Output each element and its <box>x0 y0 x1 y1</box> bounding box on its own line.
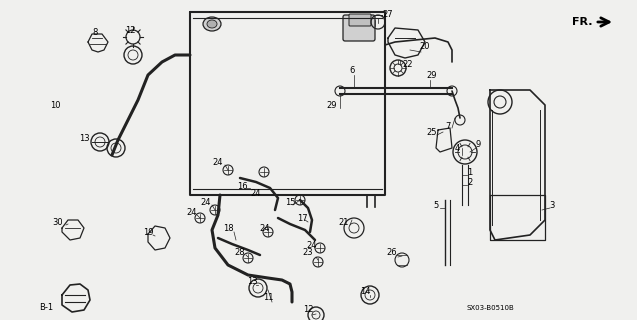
Text: 13: 13 <box>247 277 257 286</box>
Text: 24: 24 <box>187 207 197 217</box>
Text: 15: 15 <box>285 197 296 206</box>
Text: 24: 24 <box>307 241 317 250</box>
Text: 3: 3 <box>549 201 555 210</box>
Text: 7: 7 <box>445 122 451 131</box>
Text: 29: 29 <box>427 70 437 79</box>
Text: 11: 11 <box>262 293 273 302</box>
Text: 23: 23 <box>303 247 313 257</box>
Text: 21: 21 <box>339 218 349 227</box>
Text: 19: 19 <box>143 228 154 236</box>
Text: 28: 28 <box>234 247 245 257</box>
Text: FR.: FR. <box>572 17 592 27</box>
FancyBboxPatch shape <box>349 14 371 26</box>
Text: 13: 13 <box>79 133 89 142</box>
Text: 29: 29 <box>327 100 337 109</box>
Text: 24: 24 <box>251 188 261 197</box>
Text: 16: 16 <box>237 181 247 190</box>
Text: 2: 2 <box>468 178 473 187</box>
Text: 18: 18 <box>223 223 233 233</box>
Text: 24: 24 <box>201 197 211 206</box>
Text: 22: 22 <box>403 60 413 68</box>
Text: 6: 6 <box>349 66 355 75</box>
Text: 12: 12 <box>125 26 135 35</box>
Text: 24: 24 <box>213 157 223 166</box>
Text: 30: 30 <box>53 218 63 227</box>
Text: 1: 1 <box>468 167 473 177</box>
Text: 27: 27 <box>383 10 393 19</box>
Text: 12: 12 <box>303 306 313 315</box>
Text: 26: 26 <box>387 247 397 257</box>
Text: 20: 20 <box>420 42 430 51</box>
Text: 5: 5 <box>433 201 439 210</box>
Text: 8: 8 <box>92 28 97 36</box>
Text: 24: 24 <box>260 223 270 233</box>
Text: B-1: B-1 <box>39 303 53 313</box>
Text: 4: 4 <box>454 143 460 153</box>
Text: 10: 10 <box>50 100 61 109</box>
Text: SX03-B0510B: SX03-B0510B <box>466 305 514 311</box>
Ellipse shape <box>203 17 221 31</box>
Text: 14: 14 <box>360 287 370 297</box>
Text: 17: 17 <box>297 213 307 222</box>
Text: 25: 25 <box>427 127 437 137</box>
Text: 9: 9 <box>475 140 481 148</box>
FancyBboxPatch shape <box>343 15 375 41</box>
Ellipse shape <box>207 20 217 28</box>
